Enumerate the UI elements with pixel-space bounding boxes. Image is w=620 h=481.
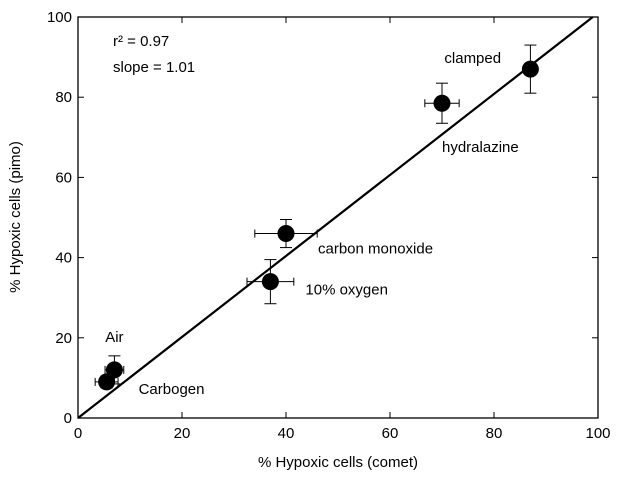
x-tick-label: 0 bbox=[74, 425, 82, 442]
y-tick-label: 100 bbox=[47, 9, 72, 26]
x-tick-label: 80 bbox=[486, 425, 503, 442]
point bbox=[277, 225, 295, 243]
x-axis-title: % Hypoxic cells (comet) bbox=[258, 454, 418, 471]
y-axis-title: % Hypoxic cells (pimo) bbox=[7, 141, 24, 293]
plot-frame bbox=[77, 16, 599, 419]
point bbox=[105, 361, 123, 379]
point-label: 10% oxygen bbox=[305, 282, 388, 299]
annotation: r² = 0.97 bbox=[113, 33, 169, 50]
x-tick-label: 60 bbox=[382, 425, 399, 442]
y-tick-label: 40 bbox=[55, 250, 72, 267]
point bbox=[521, 60, 539, 78]
point-label: Carbogen bbox=[139, 381, 205, 398]
point-label: Air bbox=[105, 329, 123, 346]
y-tick-label: 80 bbox=[55, 89, 72, 106]
point bbox=[261, 273, 279, 291]
point bbox=[98, 373, 116, 391]
x-tick-label: 20 bbox=[174, 425, 191, 442]
x-tick-label: 40 bbox=[278, 425, 295, 442]
x-tick-label: 100 bbox=[585, 425, 610, 442]
point-label: carbon monoxide bbox=[318, 241, 433, 258]
point-label: clamped bbox=[444, 50, 501, 67]
annotation: slope = 1.01 bbox=[113, 59, 195, 76]
y-tick-label: 20 bbox=[55, 330, 72, 347]
point bbox=[433, 94, 451, 112]
point-label: hydralazine bbox=[442, 139, 519, 156]
y-tick-label: 60 bbox=[55, 169, 72, 186]
fit-line bbox=[77, 16, 594, 419]
y-tick-label: 0 bbox=[64, 410, 72, 427]
